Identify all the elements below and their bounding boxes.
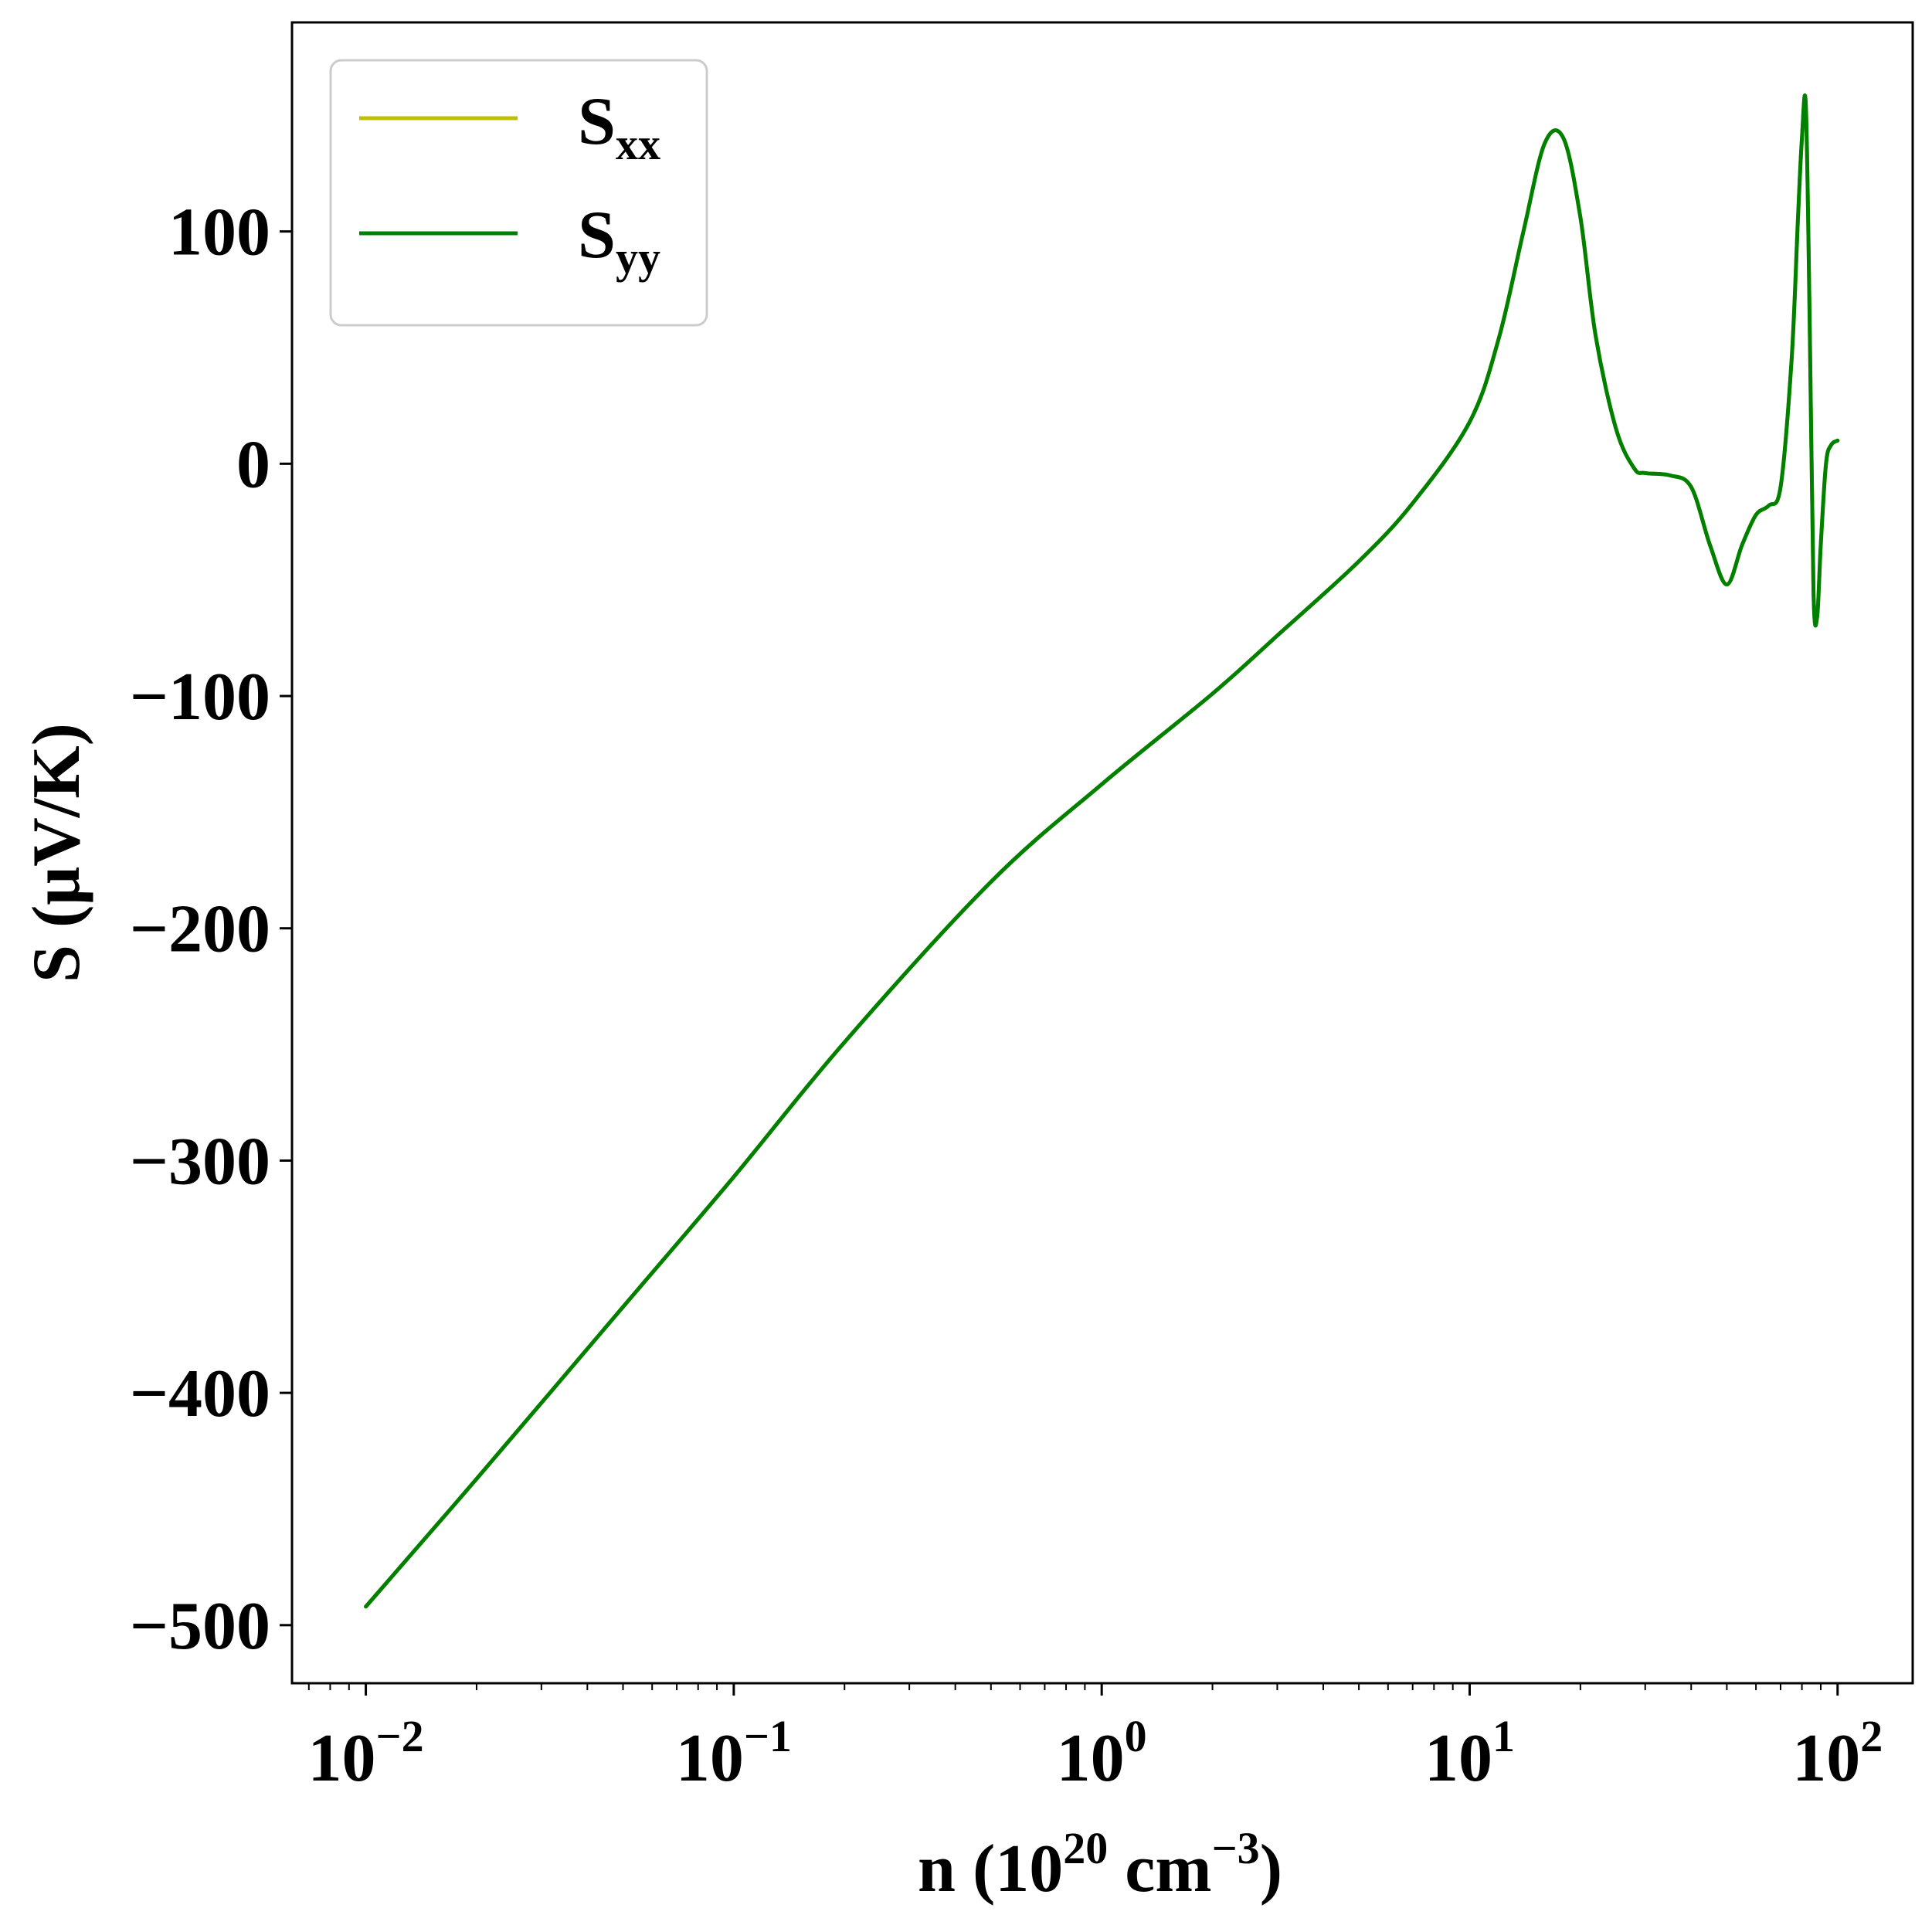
x-tick-label: 10−2 xyxy=(308,1711,424,1796)
y-axis-label: S (μV/K) xyxy=(19,723,94,983)
legend-label-sxx: Sxx xyxy=(578,84,660,169)
series-line-syy xyxy=(364,93,1840,1609)
series-layer xyxy=(364,93,1840,1609)
x-tick-label: 100 xyxy=(1057,1711,1147,1796)
legend-label-syy-sub: yy xyxy=(616,233,660,283)
legend: Sxx Syy xyxy=(329,59,708,327)
x-tick-label: 101 xyxy=(1424,1711,1515,1796)
x-axis-label-base: n (10 xyxy=(918,1832,1063,1906)
legend-box xyxy=(329,59,708,327)
x-axis-label: n (1020 cm−3) xyxy=(918,1823,1282,1906)
x-axis-label-mid: cm xyxy=(1108,1832,1211,1906)
y-tick-label: −100 xyxy=(130,660,270,735)
y-tick-label: −300 xyxy=(130,1124,270,1199)
legend-label-sxx-sub: xx xyxy=(616,119,660,169)
x-axis-label-end: ) xyxy=(1260,1832,1282,1906)
x-axis-label-sup1: 20 xyxy=(1063,1823,1108,1873)
legend-label-sxx-base: S xyxy=(578,84,616,159)
y-tick-label: 100 xyxy=(168,195,270,270)
y-tick-label: −200 xyxy=(130,892,270,967)
y-tick-label: −500 xyxy=(130,1589,270,1664)
y-tick-label: −400 xyxy=(130,1356,270,1431)
ticks-layer: 100 0 −100 −200 −300 −400 −500 10−2 10−1 100 101 10… xyxy=(130,195,1883,1796)
y-tick-label: 0 xyxy=(236,427,270,502)
legend-label-syy: Syy xyxy=(578,198,660,283)
x-axis-label-sup2: −3 xyxy=(1212,1823,1260,1873)
x-tick-label: 102 xyxy=(1792,1711,1883,1796)
legend-label-syy-base: S xyxy=(578,198,616,273)
x-tick-label: 10−1 xyxy=(676,1711,792,1796)
